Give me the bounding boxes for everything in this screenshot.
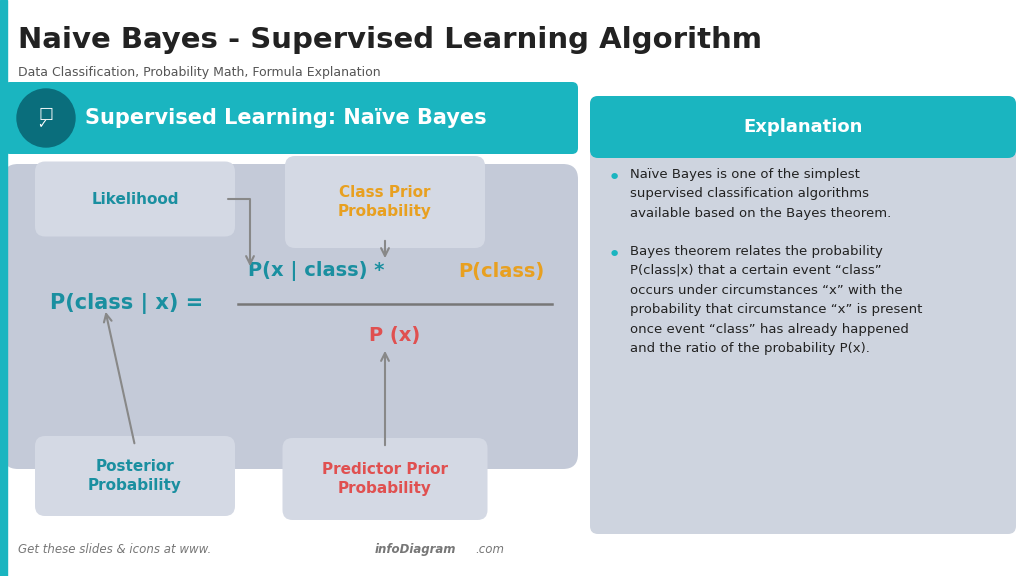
- Text: P(class | x) =: P(class | x) =: [50, 294, 203, 314]
- FancyBboxPatch shape: [35, 161, 234, 237]
- Text: Predictor Prior
Probability: Predictor Prior Probability: [322, 462, 449, 496]
- Text: •: •: [608, 244, 622, 264]
- Text: P(class): P(class): [458, 262, 544, 281]
- Text: •: •: [608, 168, 622, 188]
- Text: Supervised Learning: Naïve Bayes: Supervised Learning: Naïve Bayes: [85, 108, 486, 128]
- Text: Bayes theorem relates the probability: Bayes theorem relates the probability: [630, 244, 883, 257]
- Text: .com: .com: [475, 543, 505, 556]
- FancyBboxPatch shape: [3, 164, 578, 469]
- Text: available based on the Bayes theorem.: available based on the Bayes theorem.: [630, 207, 891, 220]
- Text: P (x): P (x): [370, 327, 421, 346]
- FancyBboxPatch shape: [4, 82, 578, 154]
- FancyBboxPatch shape: [590, 96, 1016, 534]
- Text: occurs under circumstances “x” with the: occurs under circumstances “x” with the: [630, 283, 902, 297]
- Text: P(x | class) *: P(x | class) *: [248, 261, 391, 281]
- FancyBboxPatch shape: [590, 96, 1016, 158]
- FancyBboxPatch shape: [285, 156, 485, 248]
- Text: P(class|x) that a certain event “class”: P(class|x) that a certain event “class”: [630, 264, 882, 277]
- Text: Posterior
Probability: Posterior Probability: [88, 459, 182, 493]
- Text: Class Prior
Probability: Class Prior Probability: [338, 185, 432, 219]
- Text: Data Classification, Probability Math, Formula Explanation: Data Classification, Probability Math, F…: [18, 66, 381, 79]
- Text: ✓: ✓: [37, 119, 47, 131]
- Text: and the ratio of the probability P(x).: and the ratio of the probability P(x).: [630, 342, 869, 355]
- Text: ☐: ☐: [39, 106, 53, 124]
- Text: Get these slides & icons at www.: Get these slides & icons at www.: [18, 543, 211, 556]
- Text: once event “class” has already happened: once event “class” has already happened: [630, 323, 909, 335]
- Text: supervised classification algorithms: supervised classification algorithms: [630, 188, 869, 200]
- Text: Naive Bayes - Supervised Learning Algorithm: Naive Bayes - Supervised Learning Algori…: [18, 26, 762, 54]
- Text: Likelihood: Likelihood: [91, 191, 179, 207]
- Text: Naïve Bayes is one of the simplest: Naïve Bayes is one of the simplest: [630, 168, 860, 181]
- Text: Explanation: Explanation: [743, 118, 862, 136]
- FancyBboxPatch shape: [35, 436, 234, 516]
- Bar: [0, 0, 6, 576]
- Circle shape: [17, 89, 75, 147]
- Text: infoDiagram: infoDiagram: [375, 543, 456, 556]
- Text: probability that circumstance “x” is present: probability that circumstance “x” is pre…: [630, 303, 923, 316]
- FancyBboxPatch shape: [283, 438, 487, 520]
